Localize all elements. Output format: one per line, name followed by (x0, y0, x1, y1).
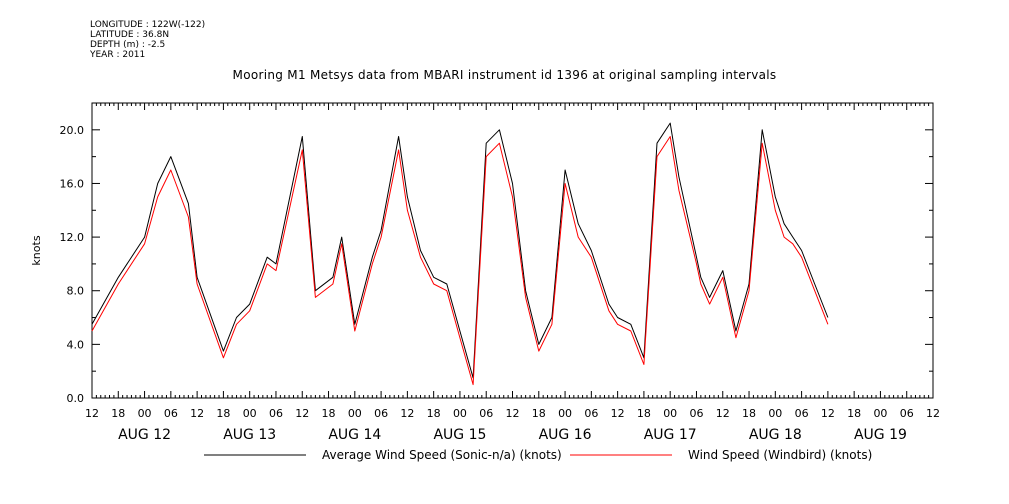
meta-year: YEAR : 2011 (90, 50, 146, 60)
x-tick-label: 06 (479, 407, 493, 420)
x-tick-label: 00 (768, 407, 782, 420)
y-tick-label: 0.0 (67, 392, 85, 405)
x-tick-label: 06 (584, 407, 598, 420)
x-tick-label: 00 (138, 407, 152, 420)
chart-title: Mooring M1 Metsys data from MBARI instru… (232, 68, 777, 82)
x-tick-label: 06 (795, 407, 809, 420)
x-tick-label: 12 (716, 407, 730, 420)
x-tick-label: 00 (348, 407, 362, 420)
x-tick-label: 12 (506, 407, 520, 420)
x-date-label: AUG 15 (433, 427, 486, 443)
x-tick-label: 18 (427, 407, 441, 420)
x-tick-label: 06 (269, 407, 283, 420)
x-tick-label: 06 (689, 407, 703, 420)
x-tick-label: 12 (85, 407, 99, 420)
x-date-label: AUG 12 (118, 427, 171, 443)
meta-depth: DEPTH (m) : -2.5 (90, 40, 166, 50)
x-tick-label: 18 (532, 407, 546, 420)
x-tick-label: 06 (900, 407, 914, 420)
x-date-label: AUG 19 (854, 427, 907, 443)
x-date-label: AUG 17 (644, 427, 697, 443)
y-tick-label: 8.0 (67, 285, 85, 298)
metadata-block: LONGITUDE : 122W(-122) LATITUDE : 36.8N … (90, 20, 205, 60)
x-tick-label: 00 (873, 407, 887, 420)
x-tick-label: 00 (243, 407, 257, 420)
x-tick-label: 12 (821, 407, 835, 420)
x-tick-label: 18 (847, 407, 861, 420)
x-tick-label: 12 (190, 407, 204, 420)
x-tick-label: 06 (164, 407, 178, 420)
y-tick-label: 20.0 (60, 124, 85, 137)
x-tick-label: 12 (926, 407, 940, 420)
x-tick-label: 18 (111, 407, 125, 420)
x-tick-label: 00 (453, 407, 467, 420)
x-tick-label: 12 (400, 407, 414, 420)
x-date-label: AUG 14 (328, 427, 381, 443)
series-line-sonic (91, 122, 829, 379)
x-tick-label: 18 (637, 407, 651, 420)
x-tick-label: 18 (742, 407, 756, 420)
y-tick-label: 12.0 (60, 231, 85, 244)
x-tick-label: 12 (295, 407, 309, 420)
x-date-label: AUG 16 (539, 427, 592, 443)
legend-label-sonic: Average Wind Speed (Sonic-n/a) (knots) (322, 448, 562, 462)
x-tick-label: 00 (558, 407, 572, 420)
series-line-windbird (91, 136, 829, 386)
y-axis-label: knots (30, 235, 43, 265)
x-tick-label: 18 (216, 407, 230, 420)
x-date-label: AUG 13 (223, 427, 276, 443)
y-tick-label: 16.0 (60, 177, 85, 190)
plot-frame (91, 102, 934, 399)
meta-latitude: LATITUDE : 36.8N (90, 30, 170, 40)
y-tick-label: 4.0 (67, 338, 85, 351)
meta-longitude: LONGITUDE : 122W(-122) (90, 20, 206, 30)
x-date-label: AUG 18 (749, 427, 802, 443)
legend-label-windbird: Wind Speed (Windbird) (knots) (688, 448, 872, 462)
x-tick-label: 00 (663, 407, 677, 420)
x-tick-label: 18 (322, 407, 336, 420)
x-tick-label: 06 (374, 407, 388, 420)
x-tick-label: 12 (611, 407, 625, 420)
